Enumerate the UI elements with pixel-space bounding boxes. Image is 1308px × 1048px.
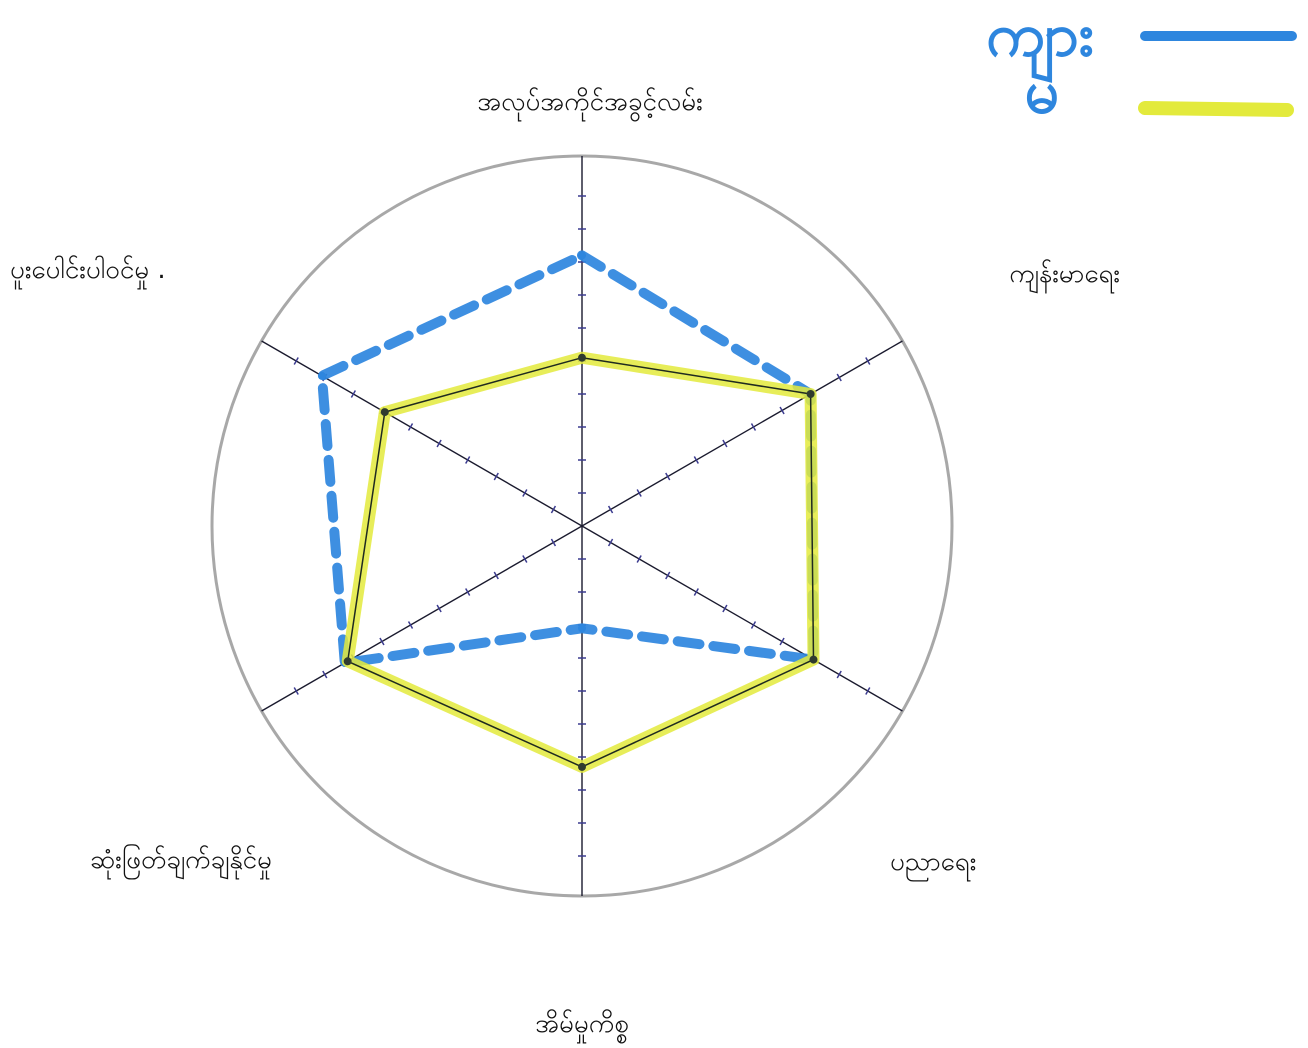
axis-tick bbox=[665, 571, 671, 580]
axis-tick bbox=[836, 373, 842, 382]
data-point bbox=[809, 655, 818, 664]
axis-tick bbox=[465, 456, 471, 464]
axis-tick bbox=[865, 357, 871, 365]
axis-tick bbox=[293, 687, 299, 695]
axis-tick bbox=[636, 555, 642, 563]
axis-tick bbox=[779, 406, 785, 415]
axis-tick bbox=[636, 489, 642, 497]
axis-tick bbox=[722, 604, 728, 613]
series-male-polygon bbox=[316, 250, 819, 668]
data-point bbox=[380, 408, 389, 417]
data-point bbox=[317, 371, 326, 380]
axis-tick bbox=[750, 423, 757, 431]
data-point bbox=[806, 390, 815, 398]
axis-tick bbox=[350, 390, 357, 398]
axis-tick bbox=[407, 621, 414, 629]
axis-tick bbox=[750, 621, 757, 629]
axis-tick bbox=[436, 604, 442, 613]
axis-label: ဆုံးဖြတ်ချက်ချနိုင်မှု bbox=[90, 842, 272, 880]
axis-label: ကျန်းမာရေး bbox=[1009, 258, 1120, 294]
axis-tick bbox=[493, 571, 499, 580]
axis-tick bbox=[779, 637, 785, 646]
series-female-highlight bbox=[341, 351, 820, 773]
axis-tick bbox=[379, 637, 385, 646]
axis-tick bbox=[293, 357, 299, 365]
axis-label: ပညာရေး bbox=[890, 847, 976, 882]
axis-tick bbox=[693, 456, 699, 464]
axis-tick bbox=[407, 423, 414, 431]
legend-swatch-female bbox=[1138, 101, 1294, 117]
axis-tick bbox=[693, 588, 699, 596]
axis-tick bbox=[607, 505, 614, 514]
axis-tick bbox=[522, 489, 528, 497]
legend-label-male: ကျား bbox=[986, 0, 1094, 83]
data-point bbox=[343, 657, 352, 666]
axis-tick bbox=[550, 538, 557, 547]
axis-labels: အလုပ်အကိုင်အခွင့်လမ်းကျန်းမာရေးပညာရေးအိမ… bbox=[10, 86, 1120, 1044]
series-female-line bbox=[346, 356, 815, 768]
legend: ကျား မ bbox=[986, 0, 1297, 127]
axis-tick bbox=[493, 472, 499, 481]
axis-label: အလုပ်အကိုင်အခွင့်လမ်း bbox=[477, 86, 703, 122]
data-point bbox=[578, 762, 586, 771]
axis-tick bbox=[665, 472, 671, 481]
axis-line bbox=[261, 340, 903, 712]
data-point bbox=[578, 353, 586, 362]
axis-tick bbox=[465, 588, 471, 596]
axis-tick bbox=[836, 670, 842, 679]
series-group bbox=[316, 250, 820, 773]
axis-tick bbox=[322, 670, 328, 679]
axis-tick bbox=[607, 538, 614, 547]
axis-tick bbox=[865, 687, 871, 695]
axis-tick bbox=[436, 439, 442, 448]
axis-label: ပူးပေါင်းပါဝင်မှု . bbox=[10, 254, 166, 290]
legend-label-female: မ bbox=[1025, 57, 1059, 127]
data-point bbox=[578, 624, 586, 633]
axis-tick bbox=[522, 555, 528, 563]
axis-tick bbox=[550, 505, 557, 514]
axis-label: အိမ်မှုကိစ္စ bbox=[535, 1008, 629, 1044]
data-point bbox=[578, 251, 586, 260]
axis-tick bbox=[722, 439, 728, 448]
